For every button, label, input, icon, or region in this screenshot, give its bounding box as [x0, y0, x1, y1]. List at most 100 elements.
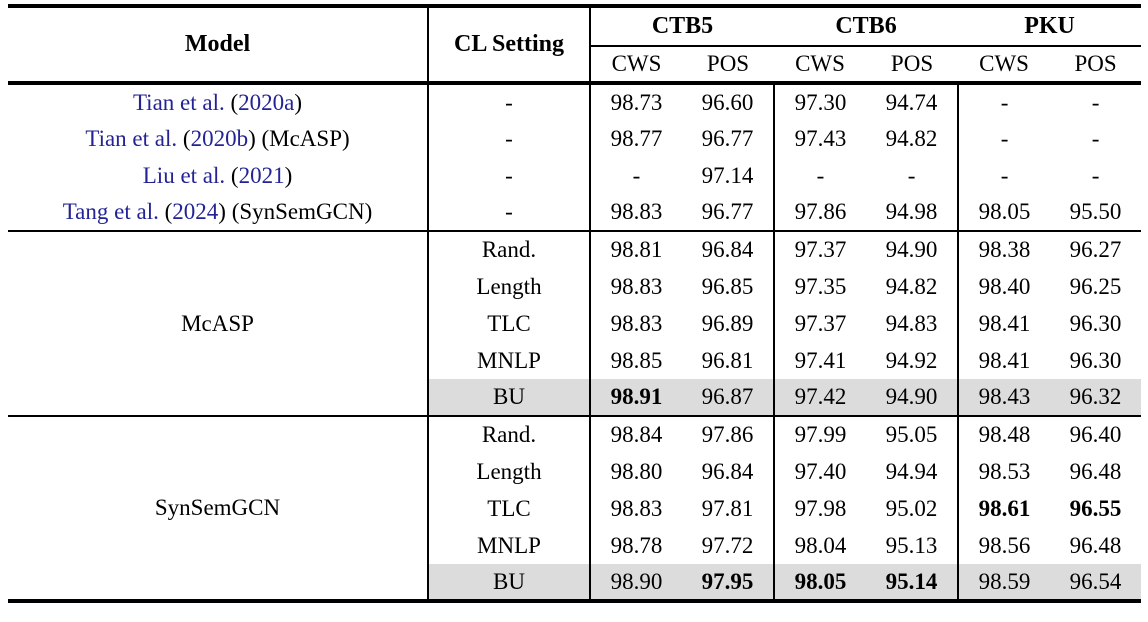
- header-row-metrics: CWS POS CWS POS CWS POS: [8, 46, 1142, 85]
- table-row: Tang et al. (2024) (SynSemGCN) -98.83 96.7…: [8, 194, 1141, 231]
- value-cell-pku-cws: 98.59: [958, 564, 1051, 603]
- model-citation-cell: Tian et al. (2020b) (McASP): [8, 120, 429, 157]
- value-cell-ctb5-cws: 98.85: [610, 347, 663, 373]
- value-cell-ctb6-pos: 94.74: [866, 83, 960, 120]
- header-row-groups: Model CL Setting CTB5 CTB6 PKU: [8, 4, 1142, 85]
- value-cell-ctb6-cws: 97.43: [794, 125, 847, 151]
- table-row: TLC 98.83 97.81 97.98 95.02 98.61 96.55: [8, 490, 1141, 527]
- value-cell-pku-pos: 96.48: [1069, 532, 1122, 558]
- value-cell-ctb6-pos: 94.82: [866, 120, 960, 157]
- value-cell-ctb6-cws: 97.99: [774, 415, 867, 453]
- results-table-body: Tian et al. (2020a) -98.73 96.60 97.30 94.74…: [8, 83, 1142, 603]
- citation-text: (: [225, 162, 239, 188]
- column-header-pku-cws: CWS: [958, 46, 1051, 85]
- value-cell-ctb6-cws: 97.86: [794, 199, 847, 225]
- column-header-ctb5: CTB5: [590, 4, 775, 47]
- model-group-label: McASP: [8, 230, 429, 416]
- cl-setting-cell: -: [428, 83, 591, 120]
- table-row: Liu et al. (2021) - -97.14- - - -: [8, 157, 1141, 194]
- value-cell-pku-cws: 98.41: [978, 310, 1031, 336]
- value-cell-ctb5-pos: 97.81: [682, 490, 776, 527]
- citation-link[interactable]: 2020a: [238, 89, 295, 115]
- value-cell-pku-pos: 96.32: [1050, 379, 1142, 416]
- value-cell-pku-cws: -: [1000, 89, 1009, 115]
- citation-text: ): [284, 162, 293, 188]
- value-cell-ctb6-pos: 94.90: [866, 230, 960, 268]
- citation-text: ): [248, 125, 256, 151]
- citation-text: (: [177, 125, 191, 151]
- results-table-container: Model CL Setting CTB5 CTB6 PKU CWS POS C…: [8, 4, 1142, 603]
- value-cell-ctb6-pos: 94.90: [866, 379, 960, 416]
- table-row: MNLP 98.85 96.81 97.41 94.92 98.41 96.30: [8, 342, 1141, 379]
- value-cell-pku-cws: 98.48: [958, 415, 1051, 453]
- value-cell-ctb6-cws: 97.30: [794, 89, 847, 115]
- value-cell-ctb5-cws: 98.83: [610, 273, 663, 299]
- cl-setting-cell: MNLP: [428, 527, 591, 564]
- value-cell-ctb6-cws: 97.35: [794, 273, 847, 299]
- value-cell-ctb5-pos: 96.84: [682, 230, 776, 268]
- cl-setting-cell: Rand.: [428, 415, 591, 453]
- value-cell-ctb6-pos: 94.98: [866, 194, 960, 231]
- value-cell-ctb5-pos: 97.14: [682, 157, 776, 194]
- model-citation-cell: Tang et al. (2024) (SynSemGCN): [8, 194, 429, 231]
- value-cell-ctb5-cws: -: [632, 162, 641, 188]
- column-header-ctb5-cws: CWS: [590, 46, 682, 85]
- table-row: McASP Rand. 98.81 96.84 97.37 94.90 98.38 96.27: [8, 230, 1142, 416]
- column-header-cl-setting: CL Setting: [428, 4, 591, 85]
- model-group-label: SynSemGCN: [8, 415, 429, 603]
- citation-link[interactable]: Tang et al.: [62, 199, 159, 225]
- value-cell-pku-cws: 98.61: [978, 495, 1031, 521]
- citation-text: ): [294, 89, 303, 115]
- value-cell-ctb5-pos: 96.85: [682, 268, 776, 305]
- table-row: BU 98.90 97.95 98.05 95.14 98.59 96.54: [8, 564, 1142, 603]
- value-cell-pku-cws: 98.43: [958, 379, 1051, 416]
- column-header-ctb5-pos: POS: [682, 46, 775, 85]
- value-cell-ctb5-pos: 96.84: [682, 453, 776, 490]
- model-citation-cell: Liu et al. (2021): [8, 157, 429, 194]
- value-cell-ctb6-pos: 94.94: [866, 453, 960, 490]
- value-cell-ctb6-pos: 95.05: [866, 415, 960, 453]
- value-cell-ctb5-pos: 96.77: [682, 120, 776, 157]
- cl-setting-cell: TLC: [428, 305, 591, 342]
- cl-setting-cell: BU: [428, 564, 591, 603]
- value-cell-ctb6-pos: 95.14: [866, 564, 960, 603]
- citation-link[interactable]: 2020b: [190, 125, 249, 151]
- value-cell-ctb6-cws: -: [816, 162, 825, 188]
- citation-text: (: [158, 199, 173, 225]
- value-cell-pku-cws: 98.38: [958, 230, 1051, 268]
- cl-setting-cell: -: [428, 120, 591, 157]
- citation-link[interactable]: Tian et al.: [85, 125, 178, 151]
- value-cell-pku-pos: -: [1091, 89, 1100, 115]
- value-cell-pku-cws: 98.56: [978, 532, 1031, 558]
- value-cell-ctb6-pos: 95.02: [866, 490, 960, 527]
- model-citation-cell: Tian et al. (2020a): [8, 83, 429, 120]
- table-row: Length 98.83 96.85 97.35 94.82 98.40 96.25: [8, 268, 1141, 305]
- value-cell-pku-pos: -: [1091, 162, 1100, 188]
- value-cell-ctb5-cws: 98.81: [590, 230, 682, 268]
- table-row: SynSemGCN Rand. 98.84 97.86 97.99 95.05 98.48 9…: [8, 415, 1142, 603]
- value-cell-ctb6-cws: 97.98: [794, 495, 847, 521]
- citation-link[interactable]: 2021: [238, 162, 285, 188]
- value-cell-ctb5-pos: 97.95: [682, 564, 776, 603]
- cl-setting-cell: TLC: [428, 490, 591, 527]
- value-cell-ctb5-pos: 97.72: [682, 527, 776, 564]
- value-cell-ctb6-pos: -: [866, 157, 960, 194]
- value-cell-ctb5-cws: 98.84: [590, 415, 682, 453]
- value-cell-pku-cws: 98.41: [978, 347, 1031, 373]
- table-row: BU 98.91 96.87 97.42 94.90 98.43 96.32: [8, 379, 1142, 416]
- value-cell-pku-pos: 96.54: [1050, 564, 1142, 603]
- citation-link[interactable]: 2024: [172, 199, 219, 225]
- value-cell-ctb5-cws: 98.77: [610, 125, 663, 151]
- citation-link[interactable]: Tian et al.: [132, 89, 225, 115]
- cl-setting-cell: MNLP: [428, 342, 591, 379]
- value-cell-ctb5-pos: 96.77: [682, 194, 776, 231]
- value-cell-ctb6-cws: 98.05: [774, 564, 867, 603]
- value-cell-ctb5-pos: 96.60: [682, 83, 776, 120]
- value-cell-ctb6-cws: 97.41: [794, 347, 847, 373]
- value-cell-pku-pos: 96.30: [1069, 310, 1122, 336]
- value-cell-ctb6-cws: 97.42: [774, 379, 867, 416]
- value-cell-pku-pos: 96.48: [1069, 458, 1122, 484]
- citation-link[interactable]: Liu et al.: [142, 162, 226, 188]
- cl-setting-cell: BU: [428, 379, 591, 416]
- value-cell-ctb6-cws: 97.37: [774, 230, 867, 268]
